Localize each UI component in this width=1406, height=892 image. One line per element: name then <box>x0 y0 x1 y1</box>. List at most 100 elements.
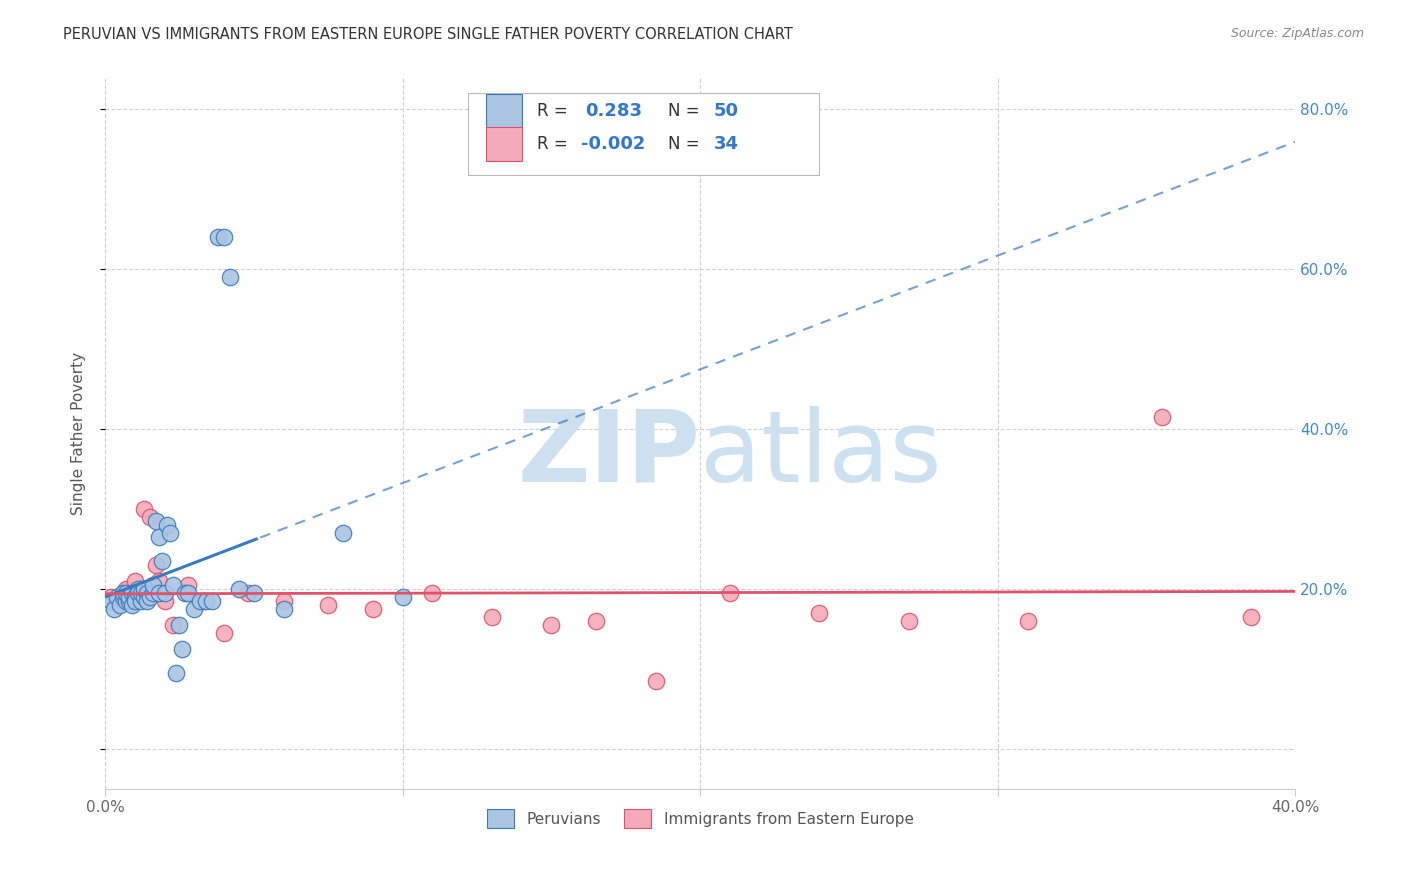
Point <box>100 594 122 608</box>
Point <box>273 601 295 615</box>
Point <box>172 641 194 656</box>
Point <box>138 590 160 604</box>
Point <box>121 598 143 612</box>
Point <box>148 574 170 588</box>
Point <box>195 594 218 608</box>
Point <box>127 582 149 596</box>
Point <box>540 617 562 632</box>
Point <box>243 586 266 600</box>
Point <box>108 598 131 612</box>
Point <box>808 606 831 620</box>
Point <box>159 525 181 540</box>
Point <box>332 525 354 540</box>
Point <box>201 594 224 608</box>
Point <box>361 601 384 615</box>
Point <box>481 609 503 624</box>
Point <box>145 514 167 528</box>
Point <box>132 582 155 596</box>
Point <box>145 558 167 572</box>
Text: 0.283: 0.283 <box>585 102 641 120</box>
Point <box>236 586 259 600</box>
Point <box>169 617 191 632</box>
Point <box>150 554 173 568</box>
Point <box>124 590 146 604</box>
Point <box>183 601 205 615</box>
Text: N =: N = <box>668 102 704 120</box>
Point <box>142 586 165 600</box>
Point <box>897 614 920 628</box>
Text: 34: 34 <box>713 136 738 153</box>
Point <box>100 590 122 604</box>
Point <box>193 594 215 608</box>
Point <box>148 530 170 544</box>
Point <box>207 230 229 244</box>
Point <box>118 590 141 604</box>
Point <box>422 586 444 600</box>
Point <box>718 586 741 600</box>
Point <box>153 594 176 608</box>
Text: R =: R = <box>537 102 574 120</box>
Point <box>103 601 125 615</box>
Point <box>127 586 149 600</box>
Point <box>165 665 187 680</box>
Point <box>124 594 146 608</box>
Point <box>585 614 607 628</box>
FancyBboxPatch shape <box>486 128 522 161</box>
Point <box>162 617 184 632</box>
Point <box>105 590 128 604</box>
Point <box>153 586 176 600</box>
Point <box>148 586 170 600</box>
Text: PERUVIAN VS IMMIGRANTS FROM EASTERN EUROPE SINGLE FATHER POVERTY CORRELATION CHA: PERUVIAN VS IMMIGRANTS FROM EASTERN EURO… <box>63 27 793 42</box>
Text: -0.002: -0.002 <box>581 136 645 153</box>
FancyBboxPatch shape <box>486 94 522 128</box>
Point <box>228 582 250 596</box>
Point <box>114 594 136 608</box>
Point <box>114 586 136 600</box>
Point <box>212 625 235 640</box>
Point <box>118 590 141 604</box>
Text: atlas: atlas <box>700 406 942 503</box>
Point <box>114 582 136 596</box>
Point <box>111 586 134 600</box>
Text: N =: N = <box>668 136 704 153</box>
Point <box>316 598 339 612</box>
Point <box>121 586 143 600</box>
Point <box>124 594 146 608</box>
Point <box>644 673 666 688</box>
Point <box>121 586 143 600</box>
Point <box>273 594 295 608</box>
Y-axis label: Single Father Poverty: Single Father Poverty <box>72 351 86 515</box>
Point <box>188 594 211 608</box>
Legend: Peruvians, Immigrants from Eastern Europe: Peruvians, Immigrants from Eastern Europ… <box>481 804 920 834</box>
Point <box>174 586 197 600</box>
Point <box>135 594 157 608</box>
Point <box>129 582 152 596</box>
Point <box>177 586 200 600</box>
Point <box>177 578 200 592</box>
Point <box>391 590 413 604</box>
Point <box>124 574 146 588</box>
Point <box>1017 614 1039 628</box>
Text: ZIP: ZIP <box>517 406 700 503</box>
FancyBboxPatch shape <box>468 93 820 175</box>
Point <box>111 586 134 600</box>
Point <box>142 578 165 592</box>
Point <box>219 270 242 285</box>
Point <box>118 594 141 608</box>
Point <box>127 586 149 600</box>
Point <box>138 509 160 524</box>
Point <box>132 501 155 516</box>
Text: R =: R = <box>537 136 574 153</box>
Point <box>135 586 157 600</box>
Point <box>129 594 152 608</box>
Text: Source: ZipAtlas.com: Source: ZipAtlas.com <box>1230 27 1364 40</box>
Point <box>105 594 128 608</box>
Point <box>1240 609 1263 624</box>
Point <box>1150 409 1173 424</box>
Text: 50: 50 <box>713 102 738 120</box>
Point <box>212 230 235 244</box>
Point <box>162 578 184 592</box>
Point <box>156 517 179 532</box>
Point <box>111 590 134 604</box>
Point <box>132 590 155 604</box>
